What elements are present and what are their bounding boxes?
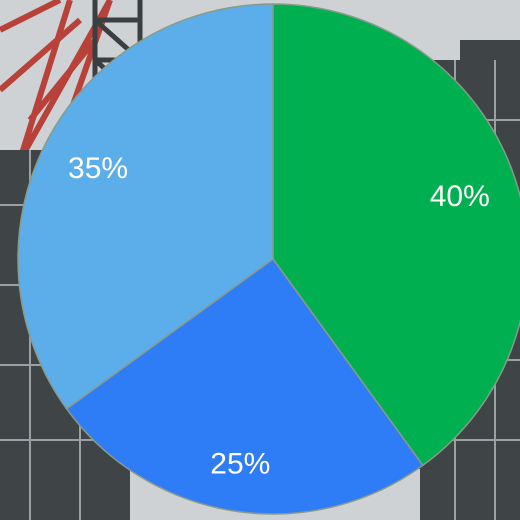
pie-slice-2 [65,257,424,515]
pie-slice-3 [17,3,274,410]
pie-slice-1 [272,3,520,467]
pie-slice-label-2: 25% [210,447,270,480]
pie-slices [17,3,520,515]
pie-slice-label-3: 35% [68,152,128,185]
pie-labels: 40% 25% 35% [68,152,490,481]
pie-slice-label-1: 40% [430,180,490,213]
